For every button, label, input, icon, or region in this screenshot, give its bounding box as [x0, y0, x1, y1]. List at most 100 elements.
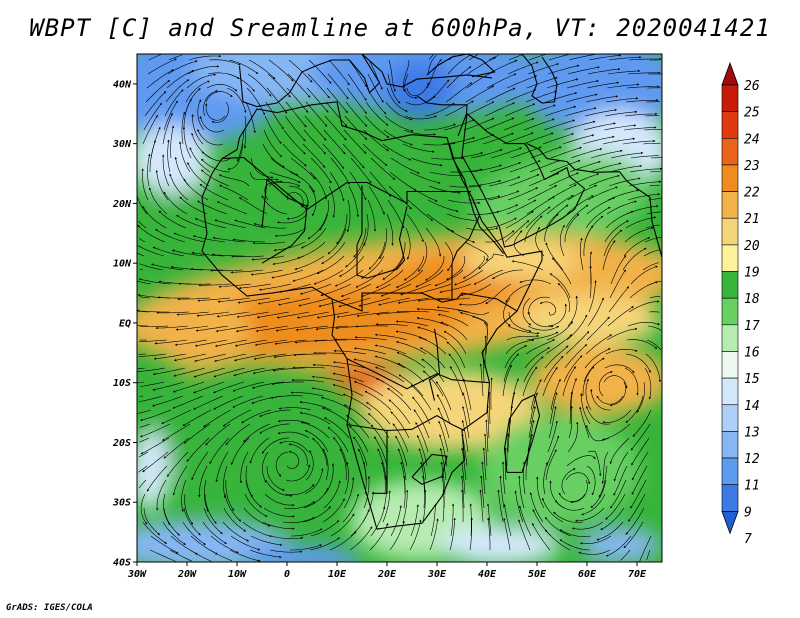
streamline [239, 451, 249, 484]
streamline [231, 255, 265, 258]
streamline [344, 461, 349, 495]
lat-tick-label: 30S [112, 498, 131, 509]
streamline [405, 227, 411, 260]
lat-tick-label: 40N [113, 79, 132, 90]
latitude-axis: 40N 30N 20N 10N EQ 10S 20S 30S 40S [112, 79, 137, 569]
streamline [549, 392, 558, 425]
streamline [567, 184, 597, 201]
streamline [631, 451, 649, 481]
streamline [604, 364, 635, 374]
streamline [183, 98, 192, 130]
streamline [450, 152, 484, 159]
streamline [567, 66, 600, 75]
streamline [409, 519, 422, 551]
streamline [529, 492, 544, 523]
streamline [322, 143, 345, 170]
streamline [368, 185, 385, 215]
streamline [624, 367, 639, 396]
streamline [387, 199, 405, 229]
streamline [251, 381, 285, 389]
streamline [643, 249, 661, 257]
streamline [462, 378, 472, 411]
streamline [265, 101, 284, 130]
streamline [522, 366, 538, 397]
streamline [191, 251, 225, 257]
streamline [270, 535, 304, 540]
streamline [610, 479, 627, 509]
streamline [143, 507, 161, 536]
colorbar-label: 7 [744, 532, 752, 547]
streamline [482, 132, 514, 145]
streamline [579, 406, 590, 439]
streamline [296, 311, 330, 319]
colorbar-label: 19 [744, 266, 760, 281]
streamline [588, 54, 622, 61]
streamline [284, 115, 306, 142]
colorbar-segment [721, 351, 739, 379]
streamline [396, 310, 430, 314]
streamline [613, 451, 629, 482]
lon-tick-label: 70E [628, 569, 647, 580]
streamline [232, 395, 264, 408]
field-blob [137, 430, 170, 510]
lat-tick-label: 30N [112, 139, 132, 150]
streamline [514, 490, 524, 523]
streamline [559, 224, 565, 257]
streamline [269, 549, 303, 553]
streamline [243, 507, 271, 527]
streamline [609, 164, 643, 173]
colorbar-segment [721, 164, 739, 192]
streamline [172, 465, 188, 496]
streamline [142, 205, 167, 229]
streamline [449, 168, 483, 173]
streamline [178, 141, 191, 173]
streamline [642, 262, 659, 271]
streamline [506, 433, 510, 466]
streamline [587, 450, 602, 477]
streamline [507, 187, 539, 201]
streamline [386, 213, 394, 246]
streamline [586, 81, 620, 89]
streamline [630, 423, 651, 451]
colorbar-segment [721, 191, 739, 219]
colorbar-segment [721, 484, 739, 512]
streamline [543, 119, 576, 131]
streamline [523, 356, 544, 383]
streamline [367, 413, 390, 439]
streamline [329, 531, 357, 551]
streamline [561, 468, 576, 495]
streamline [300, 227, 327, 249]
streamline [323, 417, 350, 439]
streamline [232, 381, 265, 392]
streamline [468, 54, 479, 61]
field-blob [460, 240, 580, 280]
streamline [417, 326, 448, 341]
streamline [631, 437, 650, 466]
streamline [564, 344, 588, 369]
streamline [587, 186, 618, 201]
streamline [178, 282, 212, 285]
streamline [580, 393, 591, 425]
streamline [403, 475, 406, 509]
streamline [601, 451, 609, 484]
streamline [340, 283, 372, 297]
streamline [439, 283, 472, 294]
streamline [464, 241, 489, 262]
streamline [314, 339, 347, 343]
streamline [315, 325, 349, 331]
lon-tick-label: 30E [427, 569, 447, 580]
streamline [333, 436, 348, 467]
streamline [490, 377, 493, 410]
streamline [403, 255, 425, 281]
streamline [273, 353, 307, 359]
streamline [277, 419, 311, 425]
streamline [139, 423, 171, 438]
streamline [410, 504, 419, 537]
streamline [585, 334, 613, 355]
streamline [527, 63, 560, 75]
streamline [182, 521, 206, 545]
streamline [510, 378, 519, 411]
streamline [549, 159, 581, 173]
streamline [422, 475, 425, 509]
streamline [563, 355, 583, 383]
